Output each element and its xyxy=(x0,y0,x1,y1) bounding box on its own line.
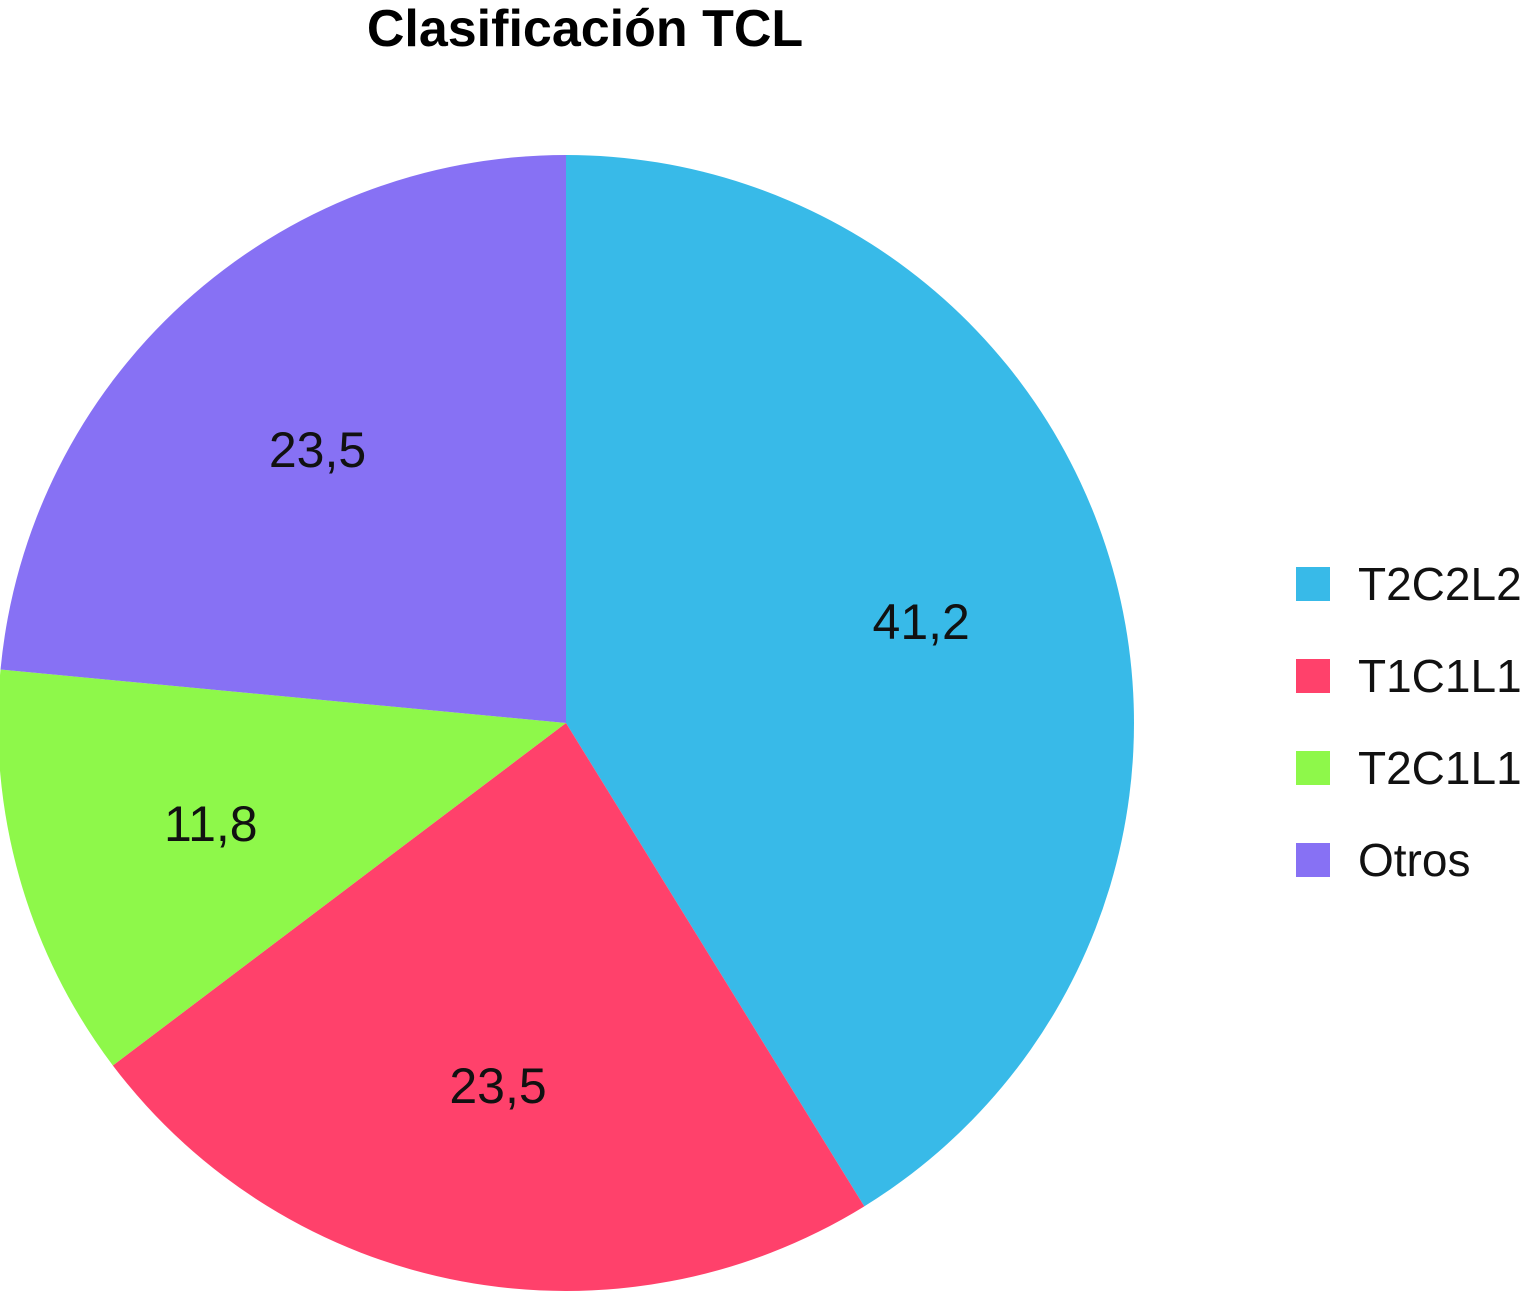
legend-swatch-t2c2l2 xyxy=(1296,567,1330,601)
pie-slice-t2c1l1 xyxy=(0,669,566,1066)
pie-slices xyxy=(0,155,1134,1291)
data-label-t2c1l1: 11,8 xyxy=(164,796,258,852)
legend-label-t1c1l1: T1C1L1 xyxy=(1358,650,1522,702)
legend-swatch-t1c1l1 xyxy=(1296,659,1330,693)
pie-slice-t1c1l1 xyxy=(112,723,865,1291)
data-label-otros: 23,5 xyxy=(269,422,366,478)
pie-slice-otros xyxy=(0,155,566,723)
legend-swatch-otros xyxy=(1296,843,1330,877)
slice-labels: 41,2 23,5 11,8 23,5 xyxy=(164,422,970,1114)
legend-label-otros: Otros xyxy=(1358,834,1470,886)
data-label-t1c1l1: 23,5 xyxy=(449,1058,546,1114)
legend: T2C2L2 T1C1L1 T2C1L1 Otros xyxy=(1296,558,1522,886)
legend-label-t2c2l2: T2C2L2 xyxy=(1358,558,1522,610)
chart-title: Clasificación TCL xyxy=(367,0,803,58)
data-label-t2c2l2: 41,2 xyxy=(873,594,970,650)
legend-swatch-t2c1l1 xyxy=(1296,751,1330,785)
legend-label-t2c1l1: T2C1L1 xyxy=(1358,742,1522,794)
pie-slice-t2c2l2 xyxy=(566,155,1134,1207)
